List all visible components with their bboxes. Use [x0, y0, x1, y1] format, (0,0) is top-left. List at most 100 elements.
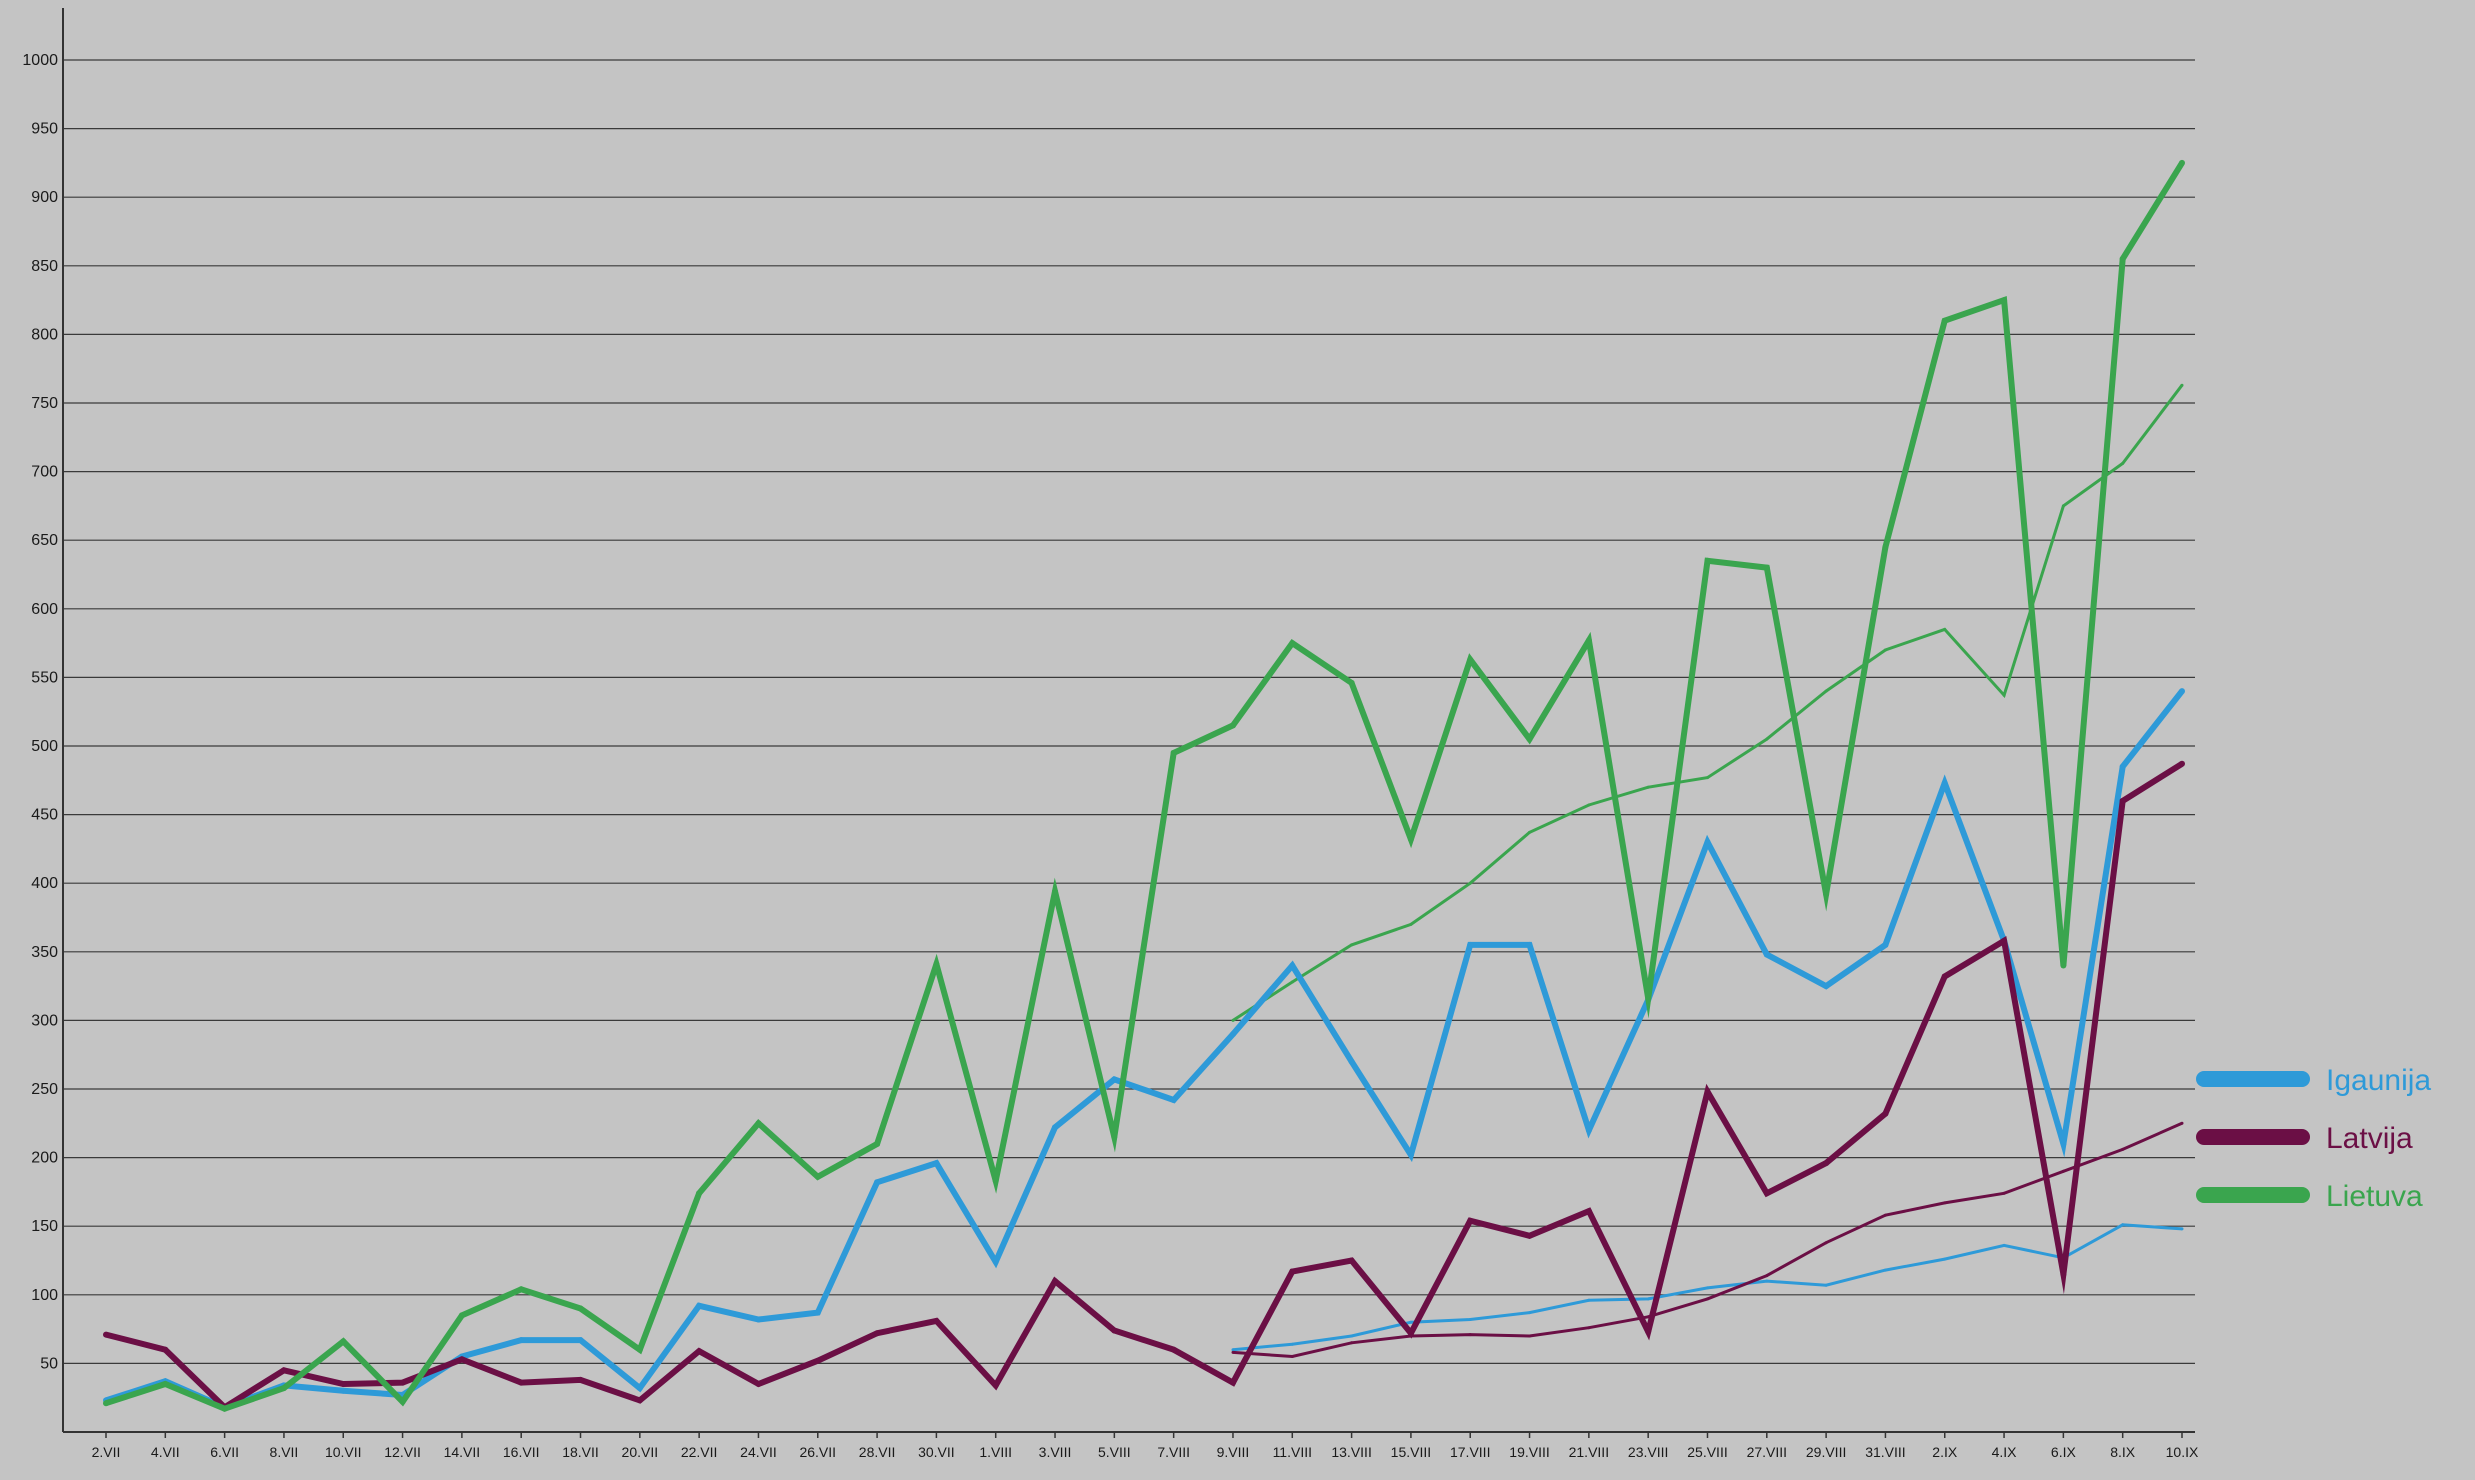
data-point [518, 1286, 525, 1293]
data-point [103, 1400, 109, 1407]
x-tick-label: 23.VIII [1628, 1444, 1668, 1460]
trend-point [2121, 461, 2125, 465]
y-tick-label: 800 [31, 326, 58, 343]
trend-point [1765, 1274, 1769, 1278]
x-tick-label: 2.VII [92, 1444, 121, 1460]
x-tick-label: 2.IX [1932, 1444, 1958, 1460]
legend-label: Lietuva [2326, 1180, 2423, 1213]
data-point [696, 1190, 703, 1197]
x-tick-label: 4.IX [1992, 1444, 2018, 1460]
trend-point [1646, 785, 1650, 789]
data-point [2179, 159, 2185, 166]
data-point [458, 1312, 465, 1319]
data-point [1585, 1127, 1592, 1134]
data-point [814, 1173, 821, 1180]
trend-point [2180, 1227, 2184, 1231]
trend-point [1587, 1326, 1591, 1330]
data-point [1289, 1268, 1296, 1275]
trend-point [1409, 1320, 1413, 1324]
data-point [874, 1179, 881, 1186]
legend-item-latvija: Latvija [2196, 1122, 2413, 1155]
data-point [1645, 995, 1652, 1002]
series-lietuva [103, 159, 2185, 1412]
legend-item-lietuva: Lietuva [2196, 1180, 2423, 1213]
data-point [874, 1140, 881, 1147]
data-point [2179, 760, 2185, 767]
data-point [1467, 656, 1474, 663]
trend-point [2002, 1191, 2006, 1195]
data-point [1407, 1330, 1414, 1337]
data-point [162, 1346, 169, 1353]
data-point [1052, 1124, 1058, 1131]
legend-label: Latvija [2326, 1122, 2413, 1155]
data-point [2179, 688, 2185, 695]
y-tick-label: 850 [31, 258, 58, 275]
x-tick-label: 29.VIII [1806, 1444, 1846, 1460]
trend-point [1765, 737, 1769, 741]
data-point [280, 1385, 287, 1392]
trend-point [1528, 1334, 1531, 1338]
trend-point [1883, 1213, 1887, 1217]
data-point [1882, 1110, 1889, 1117]
data-point [280, 1367, 287, 1374]
x-tick-label: 10.IX [2166, 1444, 2199, 1460]
data-point [399, 1398, 406, 1405]
series-latvija [103, 760, 2185, 1412]
x-tick-label: 17.VIII [1450, 1444, 1490, 1460]
data-point [2060, 962, 2067, 969]
y-tick-label: 50 [40, 1355, 58, 1372]
data-point [992, 1177, 999, 1184]
data-point [814, 1309, 821, 1316]
data-point [755, 1120, 762, 1127]
trend-point [1290, 1355, 1294, 1358]
data-point [1052, 1278, 1058, 1285]
data-point [2060, 1140, 2067, 1147]
trend-point [1943, 627, 1947, 631]
x-tick-label: 25.VIII [1687, 1444, 1727, 1460]
y-tick-label: 700 [31, 464, 58, 481]
data-point [1704, 557, 1711, 564]
data-point [2119, 797, 2126, 804]
x-tick-label: 19.VIII [1509, 1444, 1549, 1460]
x-tick-label: 18.VII [562, 1444, 599, 1460]
data-point [1941, 317, 1948, 324]
series-lines [103, 159, 2185, 1412]
y-tick-labels: 50 100 150 200 250 300 350 400 450 500 550 600 650 70… [22, 52, 58, 1372]
data-point [1704, 1088, 1711, 1095]
data-point [1763, 951, 1770, 958]
data-point [636, 1397, 643, 1404]
data-point [103, 1331, 109, 1338]
trend-point [2002, 693, 2006, 697]
trend-point [1231, 1018, 1235, 1022]
data-point [2060, 1271, 2067, 1278]
data-point [1348, 679, 1355, 686]
x-tick-label: 30.VII [918, 1444, 955, 1460]
data-point [1704, 839, 1711, 845]
data-point [1348, 1257, 1355, 1264]
data-point [1467, 941, 1474, 948]
data-point [2119, 763, 2126, 770]
trend-point [2061, 504, 2065, 508]
data-point [874, 1330, 881, 1337]
data-point [992, 1382, 999, 1389]
y-tick-label: 950 [31, 121, 58, 138]
data-point [1763, 1190, 1770, 1197]
trend-point [1824, 1241, 1828, 1245]
data-point [340, 1381, 347, 1387]
data-point [755, 1316, 762, 1323]
trend-point [1646, 1297, 1650, 1301]
legend: Igaunija Latvija Lietuva [2196, 1064, 2431, 1213]
trend-point [2121, 1147, 2125, 1151]
y-tick-label: 200 [31, 1150, 58, 1167]
data-point [340, 1338, 347, 1345]
data-point [577, 1337, 584, 1344]
data-point [221, 1405, 228, 1412]
data-point [1407, 836, 1414, 843]
trend-point [1350, 1341, 1354, 1345]
trend-point [1824, 1283, 1828, 1287]
y-tick-label: 750 [31, 395, 58, 412]
data-point [933, 961, 940, 968]
data-point [1170, 1346, 1177, 1353]
y-tick-label: 600 [31, 601, 58, 618]
